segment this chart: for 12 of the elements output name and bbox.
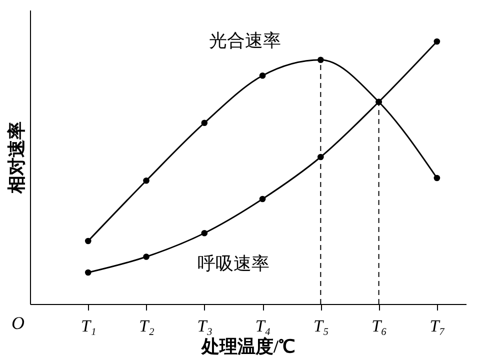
series-label: 呼吸速率 [197, 254, 270, 274]
x-tick-label: T₅ [313, 316, 329, 336]
x-tick-label: T₁ [80, 316, 96, 336]
x-tick-label: T₄ [255, 316, 271, 336]
series-label: 光合速率 [209, 30, 282, 50]
x-axis-title: 处理温度/℃ [200, 336, 296, 356]
y-axis-title: 相对速率 [6, 122, 26, 194]
x-tick-label: T₆ [372, 316, 388, 336]
x-tick-label: T₃ [197, 316, 213, 336]
text: O [12, 313, 24, 333]
x-tick-label: T₂ [139, 316, 155, 336]
x-tick-label: T₇ [430, 316, 446, 336]
